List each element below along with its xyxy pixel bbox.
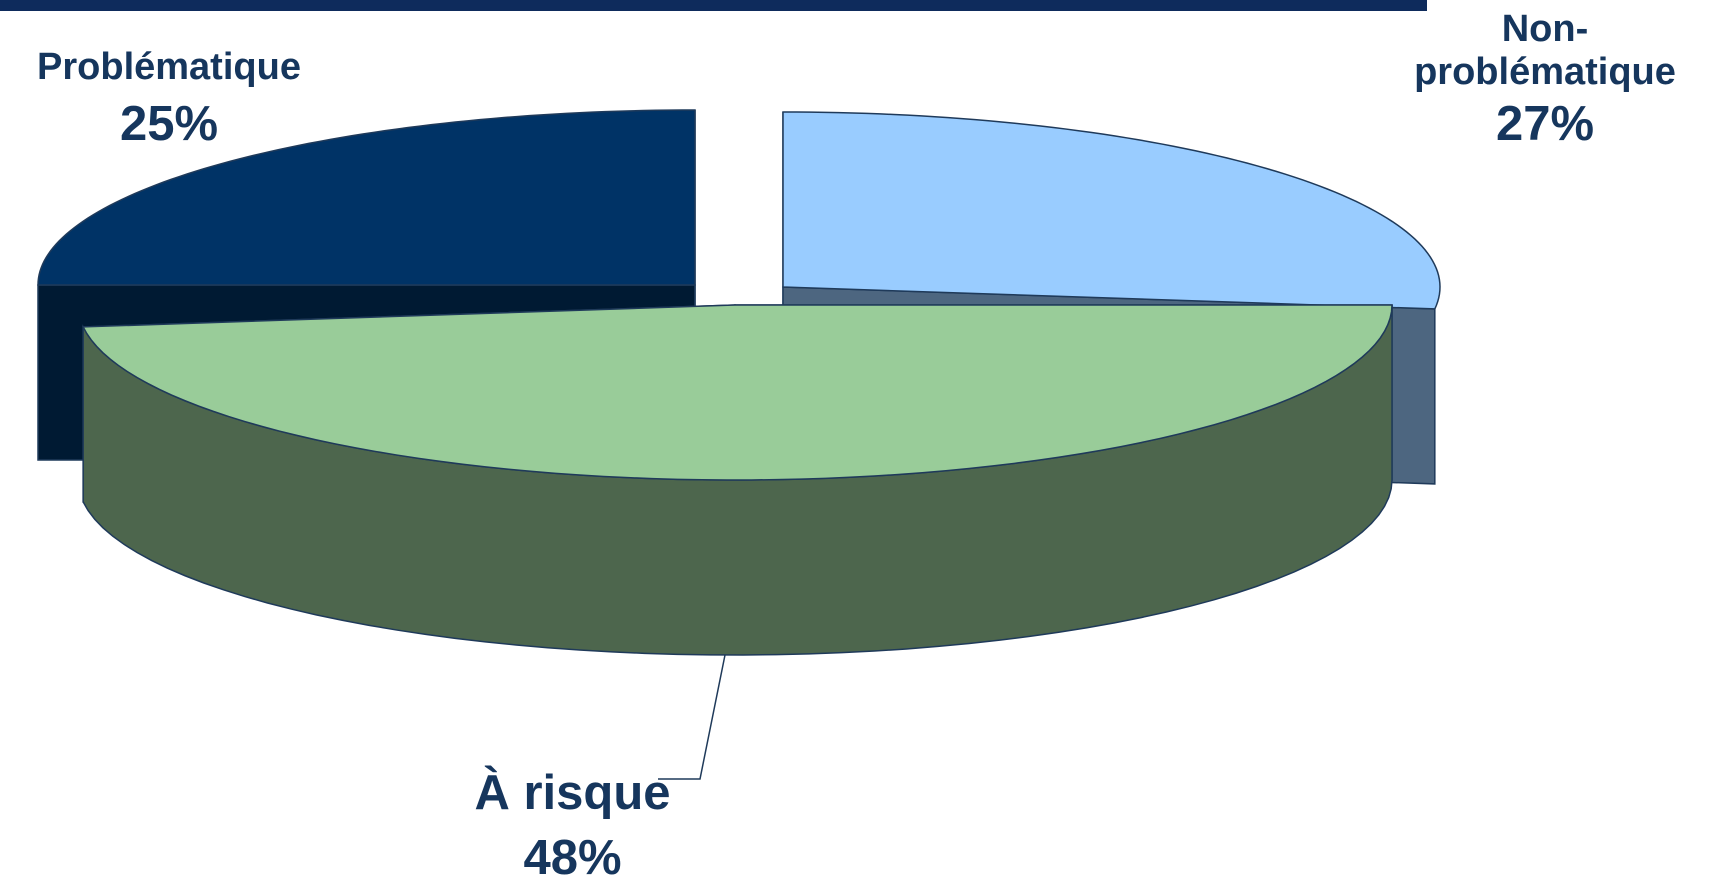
slice-label-a-risque: À risque 48% (400, 766, 745, 886)
slice-name-non-problematique: Non-problématique (1414, 8, 1676, 93)
slice-label-problematique: Problématique 25% (0, 46, 338, 151)
pie-slice-non-problematique-top (782, 111, 1441, 310)
pie-slice-a-risque-top (81, 304, 1393, 481)
slice-value-problematique: 25% (119, 96, 219, 151)
slice-name-problematique: Problématique (37, 46, 301, 88)
leader-line-a-risque (658, 654, 726, 780)
slice-value-a-risque: 48% (523, 830, 622, 885)
pie-slice-problematique-top (37, 109, 696, 286)
slice-name-a-risque: À risque (474, 766, 671, 820)
slice-value-non-problematique: 27% (1495, 97, 1595, 152)
header-rule (0, 0, 1427, 11)
slice-label-non-problematique: Non-problématique 27% (1380, 8, 1710, 152)
